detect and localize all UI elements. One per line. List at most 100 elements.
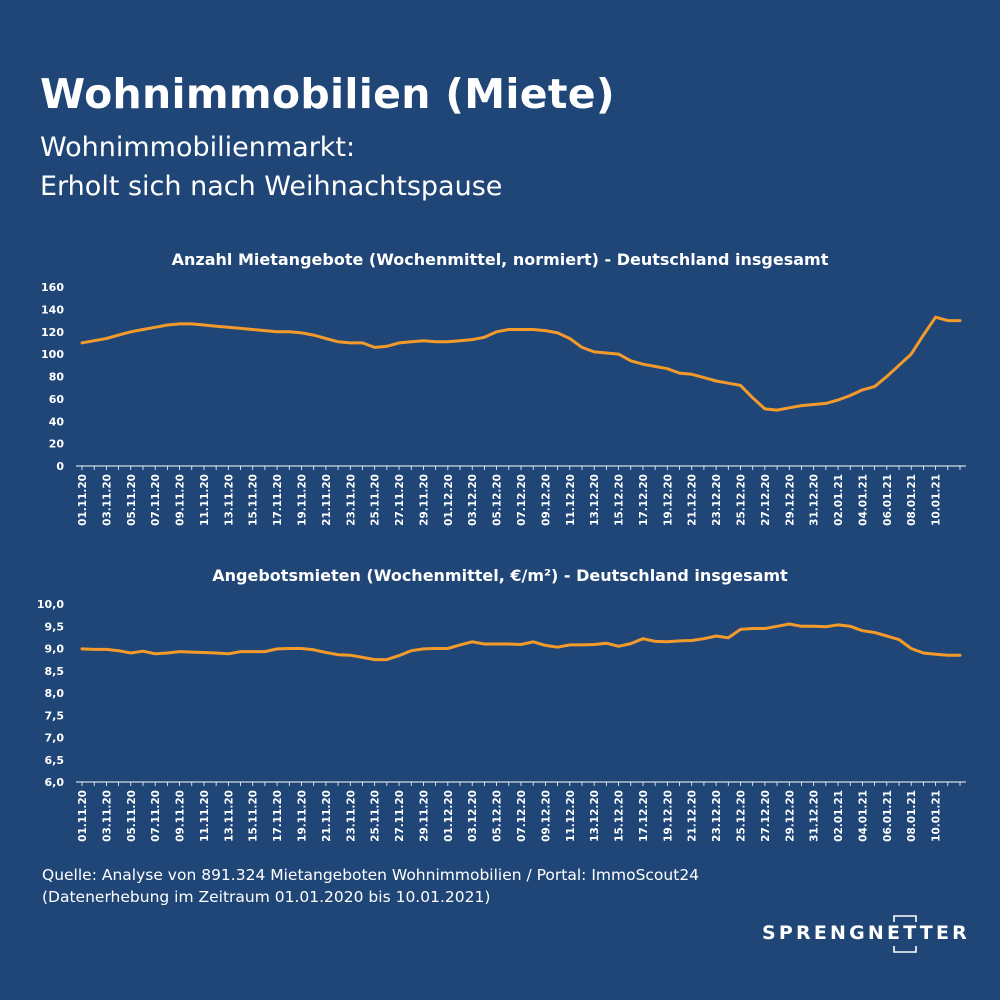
source-note: Quelle: Analyse von 891.324 Mietangebote…: [42, 864, 699, 908]
x-tick-label: 15.11.20: [248, 790, 260, 842]
x-tick-label: 23.11.20: [345, 790, 357, 842]
y-tick-label: 6,0: [45, 776, 65, 789]
y-tick-label: 7,0: [45, 732, 65, 745]
x-tick-label: 25.12.20: [736, 790, 748, 842]
x-tick-label: 15.11.20: [248, 474, 260, 526]
x-tick-label: 19.12.20: [662, 474, 674, 526]
chart-rent-price: 6,0 6,5 7,0 7,5 8,0 8,5 9,0 9,5 10,0 01.11.20 03.1…: [37, 598, 966, 842]
y-tick-label: 9,0: [45, 643, 65, 656]
x-tick-label: 09.11.20: [175, 790, 187, 842]
x-tick-label: 03.12.20: [467, 790, 479, 842]
y-tick-label: 6,5: [45, 754, 65, 767]
x-tick-label: 09.12.20: [540, 474, 552, 526]
page-subtitle: Wohnimmobilienmarkt: Erholt sich nach We…: [40, 128, 502, 206]
x-tick-label: 06.01.21: [882, 474, 894, 526]
x-tick-label: 29.12.20: [784, 790, 796, 842]
x-tick-label: 03.11.20: [101, 474, 113, 526]
x-tick-label: 13.12.20: [589, 790, 601, 842]
x-tick-label: 31.12.20: [809, 790, 821, 842]
x-tick-label: 07.11.20: [150, 474, 162, 526]
x-tick-label: 19.12.20: [662, 790, 674, 842]
subtitle-line-1: Wohnimmobilienmarkt:: [40, 132, 356, 163]
x-tick-label: 21.11.20: [321, 790, 333, 842]
x-tick-label: 01.12.20: [443, 474, 455, 526]
x-tick-label: 04.01.21: [857, 790, 869, 842]
x-tick-label: 06.01.21: [882, 790, 894, 842]
logo-text: SPRENGNETTER: [762, 922, 970, 944]
x-tick-label: 17.12.20: [638, 790, 650, 842]
x-tick-label: 15.12.20: [614, 790, 626, 842]
x-tick-label: 01.12.20: [443, 790, 455, 842]
x-tick-label: 09.12.20: [540, 790, 552, 842]
y-tick-label: 8,0: [45, 687, 65, 700]
x-tick-label: 17.11.20: [272, 790, 284, 842]
x-tick-label: 11.12.20: [565, 474, 577, 526]
y-tick-label: 120: [41, 326, 64, 339]
x-tick-label: 19.11.20: [297, 474, 309, 526]
y-tick-label: 9,5: [45, 620, 65, 633]
chart-offer-count: 0 20 40 60 80 100 120 140 160 01.11.20 03.11.20 05.…: [41, 281, 966, 526]
x-tick-label: 03.12.20: [467, 474, 479, 526]
source-line-2: (Datenerhebung im Zeitraum 01.01.2020 bi…: [42, 888, 491, 906]
x-tick-label: 10.01.21: [931, 474, 943, 526]
x-tick-label: 17.11.20: [272, 474, 284, 526]
x-tick-label: 17.12.20: [638, 474, 650, 526]
x-tick-label: 07.12.20: [516, 474, 528, 526]
x-tick-label: 03.11.20: [101, 790, 113, 842]
x-tick-label: 27.12.20: [760, 790, 772, 842]
x-tick-label: 21.11.20: [321, 474, 333, 526]
series-line: [80, 315, 962, 412]
y-tick-label: 80: [49, 371, 65, 384]
x-tick-label: 13.12.20: [589, 474, 601, 526]
x-tick-label: 25.11.20: [370, 474, 382, 526]
x-tick-label: 27.11.20: [394, 790, 406, 842]
x-tick-label: 05.12.20: [492, 790, 504, 842]
x-tick-label: 23.11.20: [345, 474, 357, 526]
y-tick-label: 140: [41, 303, 64, 316]
sprengnetter-logo: SPRENGNETTER: [762, 908, 967, 958]
x-tick-label: 02.01.21: [833, 474, 845, 526]
x-tick-label: 31.12.20: [809, 474, 821, 526]
y-tick-label: 20: [49, 438, 65, 451]
y-tick-label: 160: [41, 281, 64, 294]
x-tick-label: 07.11.20: [150, 790, 162, 842]
chart-1-title: Anzahl Mietangebote (Wochenmittel, normi…: [171, 250, 829, 269]
y-tick-label: 0: [56, 460, 64, 473]
x-tick-label: 09.11.20: [175, 474, 187, 526]
x-tick-label: 04.01.21: [857, 474, 869, 526]
y-tick-label: 10,0: [37, 598, 64, 611]
x-tick-label: 23.12.20: [711, 474, 723, 526]
chart-2-title: Angebotsmieten (Wochenmittel, €/m²) - De…: [212, 566, 788, 585]
x-tick-label: 05.12.20: [492, 474, 504, 526]
x-tick-label: 27.12.20: [760, 474, 772, 526]
x-tick-label: 27.11.20: [394, 474, 406, 526]
y-tick-label: 100: [41, 348, 64, 361]
x-tick-label: 07.12.20: [516, 790, 528, 842]
x-tick-label: 08.01.21: [906, 474, 918, 526]
x-tick-label: 15.12.20: [614, 474, 626, 526]
x-tick-label: 08.01.21: [906, 790, 918, 842]
subtitle-line-2: Erholt sich nach Weihnachtspause: [40, 171, 503, 202]
x-tick-label: 11.12.20: [565, 790, 577, 842]
y-tick-label: 7,5: [45, 709, 65, 722]
y-tick-label: 60: [49, 393, 65, 406]
page-title: Wohnimmobilien (Miete): [40, 70, 615, 118]
x-tick-label: 25.12.20: [736, 474, 748, 526]
x-tick-label: 21.12.20: [687, 790, 699, 842]
x-tick-label: 05.11.20: [126, 790, 138, 842]
y-tick-label: 40: [49, 415, 65, 428]
x-tick-label: 29.11.20: [418, 790, 430, 842]
x-tick-label: 25.11.20: [370, 790, 382, 842]
x-tick-label: 29.11.20: [418, 474, 430, 526]
source-line-1: Quelle: Analyse von 891.324 Mietangebote…: [42, 866, 700, 884]
x-tick-label: 10.01.21: [931, 790, 943, 842]
x-tick-label: 01.11.20: [77, 790, 89, 842]
x-tick-label: 11.11.20: [199, 790, 211, 842]
y-tick-label: 8,5: [45, 665, 65, 678]
x-tick-label: 21.12.20: [687, 474, 699, 526]
x-tick-label: 11.11.20: [199, 474, 211, 526]
x-tick-label: 05.11.20: [126, 474, 138, 526]
logo-bracket-icon: [893, 915, 917, 953]
x-tick-label: 19.11.20: [297, 790, 309, 842]
x-tick-label: 01.11.20: [77, 474, 89, 526]
